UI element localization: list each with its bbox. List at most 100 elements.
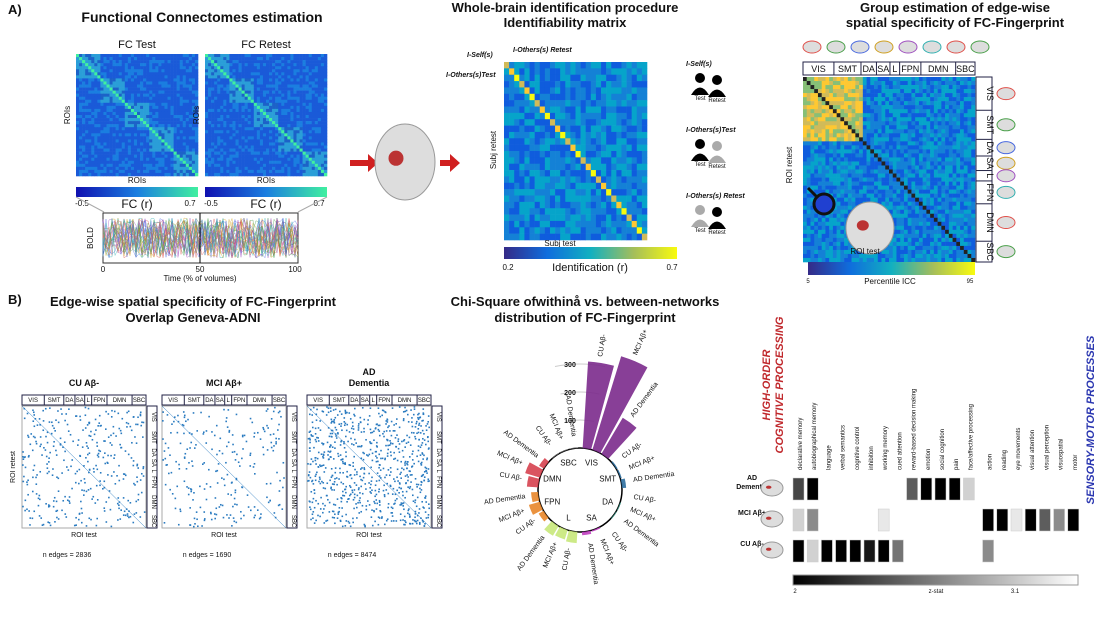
matrix-cell [606,176,612,184]
matrix-cell [188,93,193,97]
matrix-cell [840,121,845,126]
matrix-cell [91,124,95,128]
matrix-cell [631,106,638,114]
matrix-cell [127,154,132,158]
matrix-cell [269,115,273,119]
matrix-cell [314,60,319,64]
matrix-cell [256,118,261,122]
matrix-cell [217,81,221,85]
matrix-cell [606,163,612,171]
matrix-cell [82,66,86,70]
matrix-cell [281,54,285,58]
matrix-cell [250,78,255,82]
matrix-cell [155,127,159,131]
matrix-cell [250,90,255,94]
matrix-cell [208,133,212,137]
matrix-cell [194,90,199,94]
matrix-cell [840,129,845,134]
matrix-cell [85,121,89,125]
matrix-cell [220,75,224,79]
matrix-cell [167,118,171,122]
matrix-cell [88,169,92,174]
matrix-cell [250,145,255,149]
matrix-cell [112,87,116,91]
matrix-cell [275,172,279,177]
matrix-cell [244,78,248,82]
matrix-cell [555,176,561,184]
matrix-cell [930,101,935,106]
matrix-cell [247,81,252,85]
matrix-cell [606,170,612,177]
matrix-cell [590,233,597,241]
label: I-Others(s)Test [686,127,736,134]
brain-icon [996,245,1016,259]
matrix-cell [256,133,261,137]
matrix-cell [127,157,132,162]
matrix-cell [621,182,627,190]
matrix-cell [922,101,927,106]
matrix-cell [641,81,648,88]
matrix-cell [217,78,221,82]
matrix-cell [173,57,177,61]
matrix-cell [956,89,961,94]
matrix-cell [529,151,535,158]
matrix-cell [106,72,110,76]
matrix-cell [238,130,242,134]
matrix-cell [631,144,638,152]
matrix-cell [287,142,291,146]
matrix-cell [626,182,632,190]
matrix-cell [621,81,627,88]
matrix-cell [314,157,319,162]
matrix-cell [595,195,602,203]
matrix-cell [918,145,923,150]
matrix-cell [214,172,218,177]
matrix-cell [85,105,89,110]
matrix-cell [133,133,138,137]
matrix-cell [179,145,184,149]
matrix-cell [214,102,218,107]
matrix-cell [275,166,279,171]
matrix-cell [308,72,313,76]
matrix-cell [127,136,132,140]
matrix-cell [170,130,174,134]
matrix-cell [109,105,113,110]
matrix-cell [238,151,242,155]
matrix-cell [167,60,171,64]
matrix-cell [580,233,587,241]
matrix-cell [287,118,291,122]
matrix-cell [127,108,132,113]
matrix-cell [278,172,282,177]
matrix-cell [275,139,279,143]
matrix-cell [825,117,830,122]
matrix-cell [806,85,811,90]
matrix-cell [124,87,129,91]
matrix-cell [100,166,104,171]
matrix-cell [290,84,294,88]
matrix-cell [284,163,288,168]
matrix-cell [158,145,162,149]
matrix-cell [124,166,129,171]
matrix-cell [296,154,300,158]
matrix-cell [97,145,101,149]
matrix-cell [137,157,141,162]
matrix-cell [963,141,968,146]
matrix-cell [308,139,313,143]
matrix-cell [76,148,80,152]
matrix-cell [636,106,643,114]
matrix-cell [299,166,303,171]
matrix-cell [281,142,285,146]
matrix-cell [504,227,510,234]
matrix-cell [241,124,245,128]
matrix-cell [514,214,520,222]
matrix-cell [311,75,316,79]
matrix-cell [179,142,184,146]
matrix-cell [146,75,150,79]
matrix-cell [636,68,643,76]
matrix-cell [585,157,592,165]
matrix-cell [106,75,110,79]
matrix-cell [94,127,98,131]
matrix-cell [275,148,279,152]
matrix-cell [844,117,849,122]
matrix-cell [133,81,138,85]
matrix-cell [881,145,886,150]
